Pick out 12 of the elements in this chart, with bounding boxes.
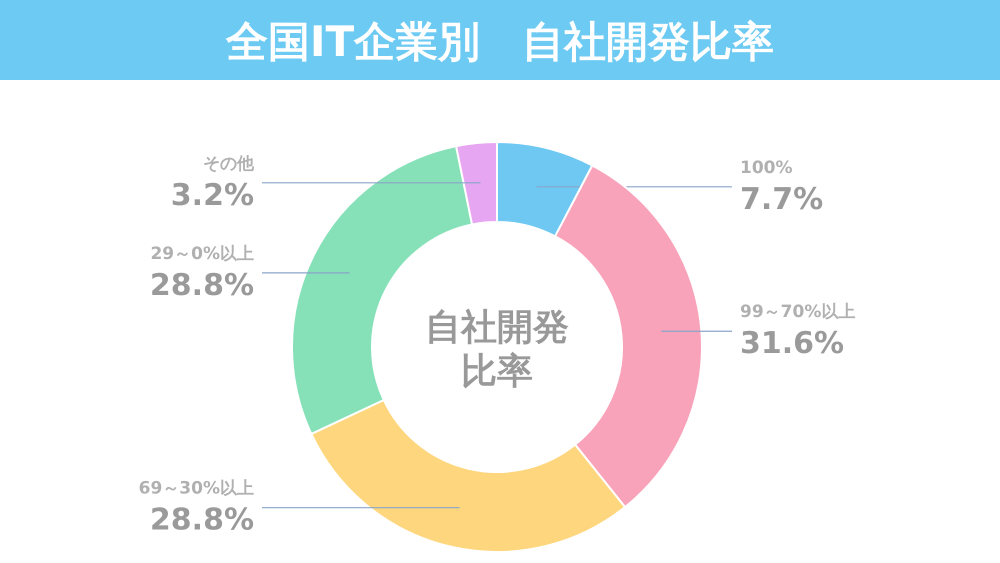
data-label: 28.8% — [150, 268, 254, 303]
chart-title: 全国IT企業別 自社開発比率 — [224, 17, 774, 66]
text: 自社開発比率 — [425, 307, 569, 392]
slice-label: 29～0%以上 — [150, 244, 254, 264]
slice-label: 69～30%以上 — [138, 478, 254, 499]
slice-label: その他 — [203, 154, 255, 174]
slice-label: 99～70%以上 — [740, 302, 856, 322]
data-label: 3.2% — [170, 178, 254, 213]
data-label: 28.8% — [150, 502, 254, 538]
data-label: 31.6% — [740, 326, 844, 362]
slice-label: 100% — [740, 158, 793, 178]
data-label: 7.7% — [740, 182, 824, 217]
